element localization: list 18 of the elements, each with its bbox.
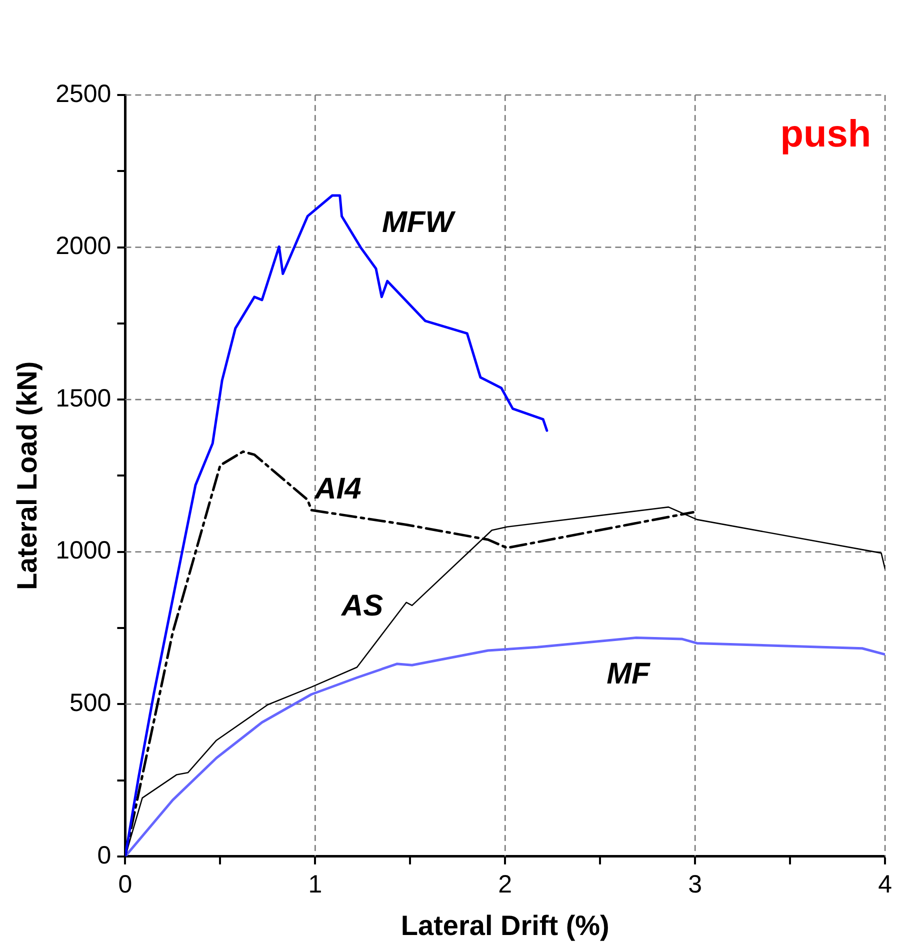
y-tick-label: 1500 [56,384,112,412]
y-tick-label: 0 [97,841,112,870]
x-tick-label: 2 [498,870,512,898]
x-tick-label: 0 [118,870,132,898]
y-tick-label: 500 [69,689,112,718]
x-tick-label: 3 [688,870,702,898]
x-tick-label: 4 [878,870,892,898]
annotation: push [780,113,872,156]
series-label: MFW [382,206,456,239]
series-label: AS [340,590,384,623]
series-label: AI4 [314,472,362,506]
x-axis-title: Lateral Drift (%) [400,910,610,941]
y-tick-label: 2000 [56,232,112,260]
y-tick-label: 2500 [56,80,112,108]
x-tick-label: 1 [308,870,322,898]
y-axis-title: Lateral Load (kN) [12,361,43,590]
series-label: MF [606,657,651,690]
y-tick-label: 1000 [56,536,112,565]
